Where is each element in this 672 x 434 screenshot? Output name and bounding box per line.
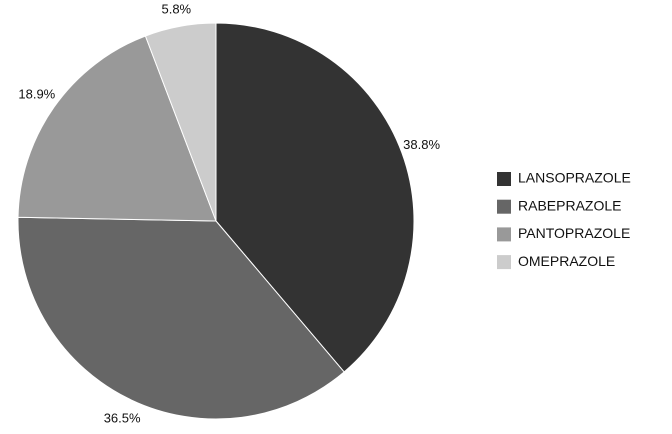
legend-label: OMEPRAZOLE <box>518 253 615 269</box>
pie-slice <box>17 35 217 222</box>
legend-swatch <box>497 172 511 186</box>
data-label: 18.9% <box>18 87 55 102</box>
data-label: 5.8% <box>161 1 191 16</box>
legend-swatch <box>497 227 511 242</box>
pie-slice <box>17 216 345 420</box>
legend-label: LANSOPRAZOLE <box>518 170 631 186</box>
legend-label: PANTOPRAZOLE <box>518 225 630 241</box>
data-label: 36.5% <box>104 410 141 425</box>
data-label: 38.8% <box>403 137 440 152</box>
legend-label: RABEPRAZOLE <box>518 197 621 213</box>
pie-slice <box>215 22 415 373</box>
legend-swatch <box>497 199 511 214</box>
pie-slice <box>144 22 217 222</box>
legend-swatch <box>497 255 511 270</box>
